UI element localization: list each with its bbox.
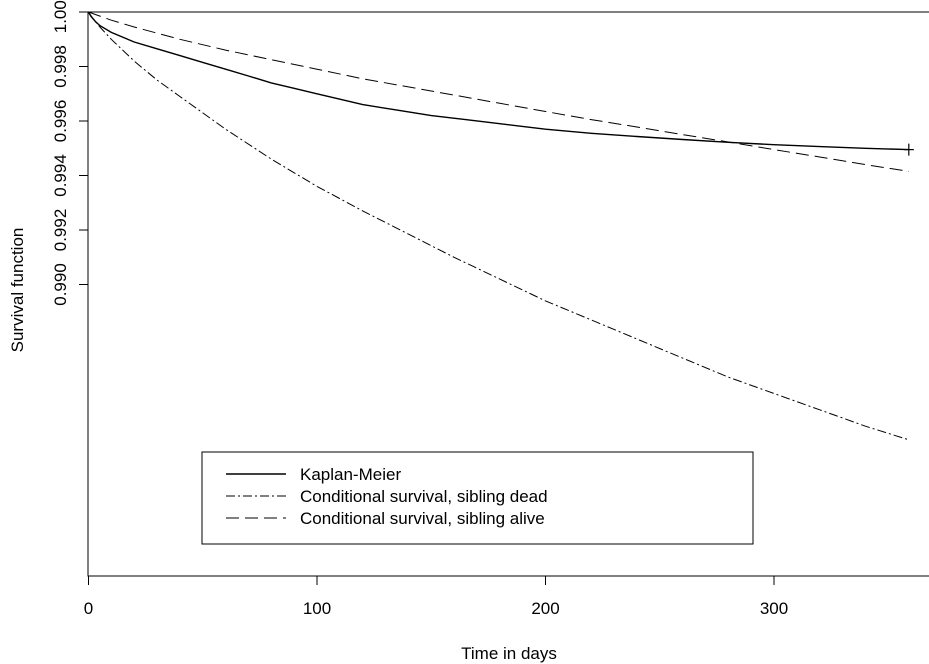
series-line-solid: [87, 11, 909, 151]
series-line-dashdot: [88, 11, 909, 441]
y-tick-label: 0.990: [51, 263, 70, 306]
y-tick-label: 0.996: [51, 100, 70, 143]
x-tick-label: 0: [84, 599, 93, 618]
legend-label: Kaplan-Meier: [300, 465, 401, 484]
legend-box: [201, 451, 754, 545]
series-layer: [87, 11, 914, 441]
x-tick-label: 100: [303, 599, 331, 618]
censor-marker: [903, 143, 914, 156]
y-tick-label: 0.992: [51, 209, 70, 252]
x-axis: 0 100 200 300: [84, 576, 788, 618]
plot-frame: [87, 11, 929, 577]
y-axis-label: Survival function: [8, 228, 27, 353]
y-tick-label: 0.994: [51, 154, 70, 197]
y-axis: 0.990 0.992 0.994 0.996 0.998 1.000: [51, 0, 88, 306]
legend-label: Conditional survival, sibling alive: [300, 509, 545, 528]
series-line-dashed: [88, 11, 909, 172]
y-tick-label: 1.000: [51, 0, 70, 33]
x-tick-label: 300: [760, 599, 788, 618]
legend: Kaplan-Meier Conditional survival, siblin…: [201, 451, 754, 545]
x-tick-label: 200: [531, 599, 559, 618]
y-tick-label: 0.998: [51, 45, 70, 88]
legend-label: Conditional survival, sibling dead: [300, 487, 548, 506]
x-axis-label: Time in days: [461, 644, 557, 663]
